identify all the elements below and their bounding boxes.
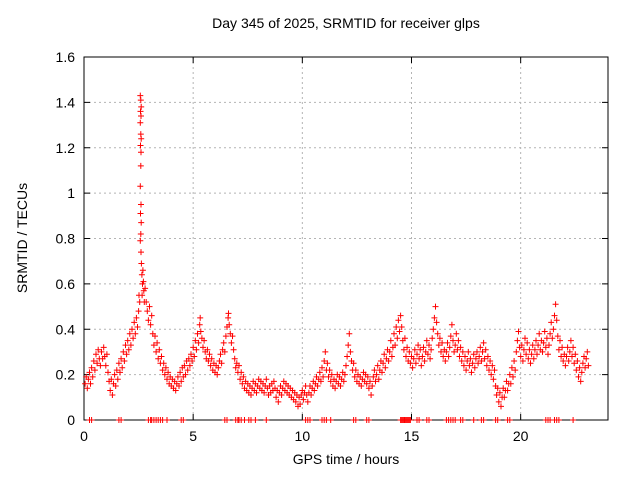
x-tick-label: 10 [295,428,311,444]
y-tick-label: 0 [67,412,75,428]
y-tick-label: 0.8 [56,231,76,247]
x-tick-label: 5 [189,428,197,444]
y-tick-label: 0.4 [56,321,76,337]
y-axis-label: SRMTID / TECUs [14,182,30,294]
data-points [82,92,592,423]
axis-ticks [83,56,608,421]
y-tick-label: 0.6 [56,276,76,292]
x-tick-label: 20 [513,428,529,444]
y-tick-label: 1.4 [56,94,76,110]
y-tick-label: 1 [67,185,75,201]
x-tick-label: 0 [80,428,88,444]
y-tick-label: 1.2 [56,140,76,156]
y-tick-label: 1.6 [56,49,76,65]
x-axis-label: GPS time / hours [292,451,400,467]
x-tick-label: 15 [404,428,420,444]
y-tick-label: 0.2 [56,367,76,383]
chart-title: Day 345 of 2025, SRMTID for receiver glp… [212,15,480,31]
